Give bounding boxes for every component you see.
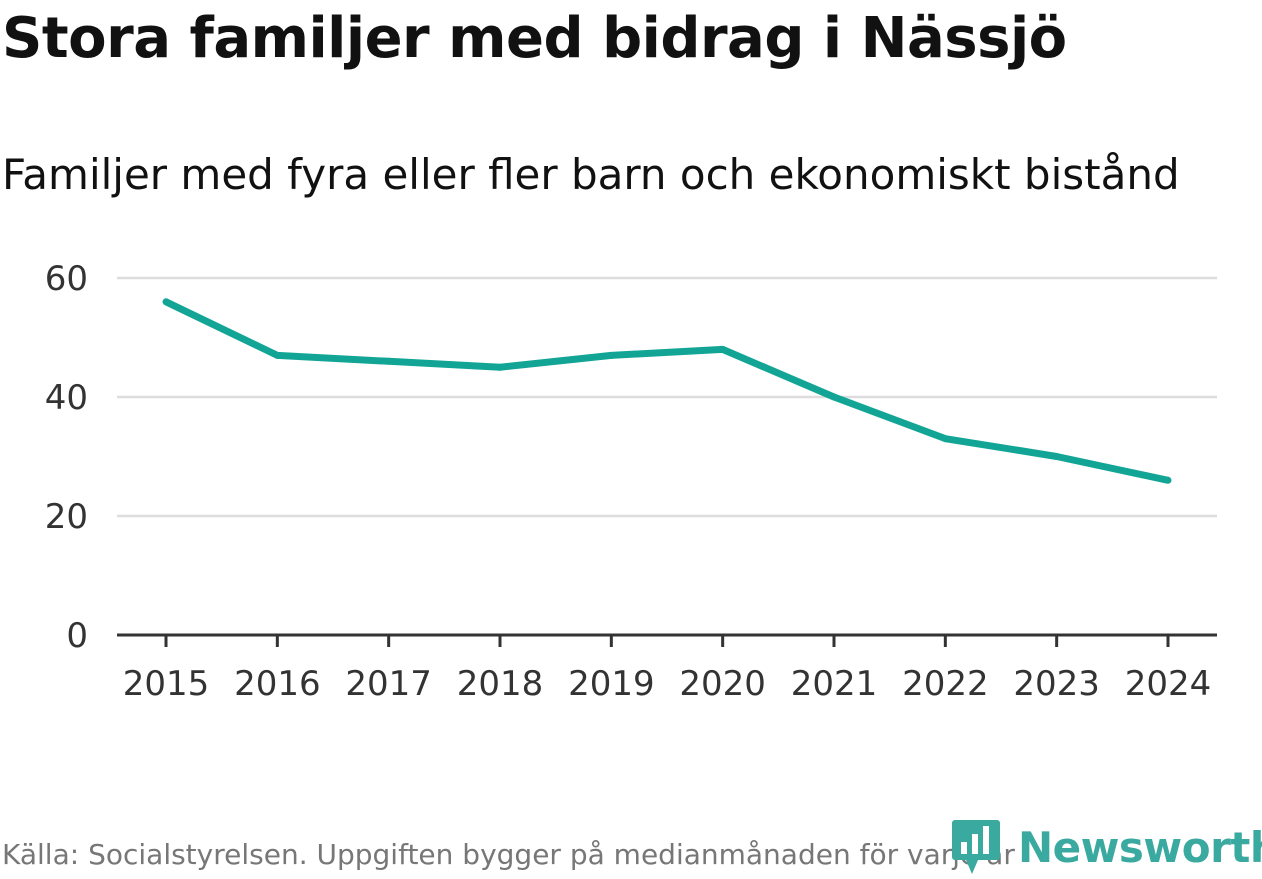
data-point-2016 — [273, 351, 281, 359]
data-point-2015 — [162, 298, 170, 306]
x-tick-label-2016: 2016 — [234, 664, 321, 704]
y-tick-label-20: 20 — [45, 497, 88, 537]
x-tick-label-2023: 2023 — [1013, 664, 1100, 704]
data-point-2022 — [941, 435, 949, 443]
source-note: Källa: Socialstyrelsen. Uppgiften bygger… — [2, 838, 1015, 871]
x-tick-label-2017: 2017 — [345, 664, 432, 704]
chart-subtitle: Familjer med fyra eller fler barn och ek… — [2, 150, 1180, 199]
x-tick-label-2019: 2019 — [568, 664, 655, 704]
data-point-2023 — [1053, 453, 1061, 460]
newsworthy-logo-icon — [952, 820, 1000, 874]
y-tick-label-40: 40 — [45, 378, 88, 418]
chart-title: Stora familjer med bidrag i Nässjö — [2, 6, 1067, 71]
x-tick-label-2024: 2024 — [1125, 664, 1212, 704]
data-point-2017 — [385, 357, 393, 365]
x-tick-label-2018: 2018 — [457, 664, 544, 704]
data-point-2021 — [830, 393, 838, 401]
data-point-2024 — [1164, 476, 1172, 484]
brand-name: Newsworthy — [1018, 822, 1262, 872]
data-point-2020 — [719, 345, 727, 353]
data-point-2019 — [607, 351, 615, 359]
x-tick-label-2022: 2022 — [902, 664, 989, 704]
x-tick-label-2021: 2021 — [791, 664, 878, 704]
series-line — [164, 298, 1169, 484]
y-tick-label-60: 60 — [45, 259, 88, 299]
x-tick-label-2020: 2020 — [679, 664, 766, 704]
brand-logo: Newsworthy — [952, 818, 1262, 876]
data-point-2018 — [496, 363, 504, 371]
x-tick-label-2015: 2015 — [123, 664, 210, 704]
y-tick-label-0: 0 — [66, 616, 88, 656]
